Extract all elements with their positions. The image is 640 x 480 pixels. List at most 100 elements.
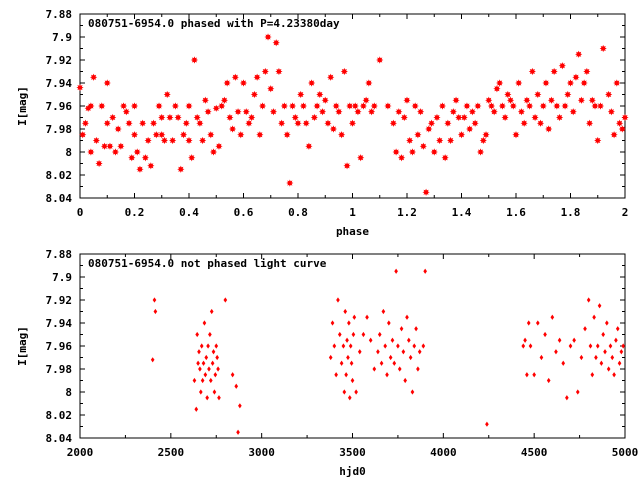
data-point: [328, 354, 333, 361]
y-tick-label: 8.02: [46, 409, 73, 422]
x-tick-label: 0.6: [234, 206, 254, 219]
y-tick-label: 7.96: [46, 100, 73, 113]
data-point: [387, 320, 391, 326]
data-point: [485, 421, 489, 427]
data-point: [211, 349, 216, 355]
y-axis-label: I[mag]: [16, 86, 29, 126]
data-point: [351, 331, 356, 338]
data-point: [588, 96, 596, 104]
data-point: [550, 314, 555, 320]
y-tick-label: 8: [65, 146, 72, 159]
data-point: [401, 349, 406, 355]
data-point: [566, 79, 575, 87]
data-point: [561, 102, 569, 110]
data-point: [286, 179, 294, 187]
data-point: [130, 102, 139, 110]
y-tick-label: 7.9: [52, 271, 72, 284]
data-point: [250, 90, 258, 99]
data-point: [185, 136, 193, 145]
y-tick-label: 7.94: [46, 317, 73, 330]
data-point: [158, 113, 166, 122]
data-point: [400, 113, 408, 122]
data-point: [160, 136, 169, 145]
data-point: [433, 113, 441, 122]
data-point: [205, 395, 209, 401]
data-point: [352, 314, 357, 320]
data-point: [372, 366, 377, 372]
x-tick-label: 1.8: [561, 206, 581, 219]
data-point: [553, 102, 561, 110]
data-point: [603, 349, 607, 355]
data-point: [245, 119, 253, 127]
data-point: [136, 165, 144, 173]
data-point: [275, 67, 283, 76]
data-point: [291, 113, 299, 122]
data-point: [588, 343, 593, 349]
data-point: [359, 102, 367, 110]
data-point: [460, 113, 468, 122]
data-point: [610, 354, 615, 361]
data-point: [417, 349, 422, 355]
data-point: [354, 389, 358, 395]
data-point: [596, 102, 605, 110]
data-point: [117, 142, 125, 150]
data-point: [288, 102, 297, 110]
data-point: [381, 308, 386, 315]
data-point: [580, 79, 588, 87]
data-point: [347, 395, 352, 401]
data-point: [394, 268, 398, 274]
data-point: [261, 67, 269, 76]
data-point: [111, 148, 120, 156]
data-point: [591, 102, 599, 110]
data-point: [597, 303, 602, 309]
data-point: [452, 96, 460, 104]
data-point: [526, 320, 531, 326]
data-point: [343, 162, 351, 170]
data-point: [220, 96, 229, 104]
data-point: [607, 108, 615, 116]
data-point: [539, 354, 544, 361]
data-point: [310, 113, 318, 122]
data-point: [196, 360, 200, 366]
data-point: [215, 354, 219, 361]
data-point: [216, 366, 220, 372]
data-point: [299, 102, 308, 110]
data-point: [283, 131, 291, 139]
data-point: [272, 39, 280, 47]
data-point: [397, 366, 402, 372]
data-point: [318, 108, 327, 116]
data-point: [485, 96, 493, 104]
data-point: [610, 131, 618, 139]
data-point: [217, 395, 221, 401]
data-point: [357, 154, 365, 162]
data-point: [463, 102, 471, 110]
data-point: [601, 331, 606, 338]
data-point: [344, 372, 348, 378]
data-point: [572, 73, 580, 81]
data-point: [197, 349, 201, 355]
x-tick-label: 2500: [158, 446, 185, 459]
data-point: [444, 119, 452, 127]
data-point: [321, 96, 329, 104]
data-point: [87, 148, 95, 156]
data-point: [532, 372, 536, 378]
data-point: [152, 297, 157, 303]
data-point: [376, 56, 384, 64]
data-point: [207, 131, 215, 139]
data-points: [150, 268, 626, 435]
data-point: [575, 50, 583, 58]
data-point: [198, 389, 203, 395]
data-point: [242, 108, 250, 116]
data-point: [100, 142, 109, 150]
data-point: [234, 383, 239, 389]
data-point: [430, 148, 438, 156]
data-point: [209, 308, 214, 315]
data-point: [539, 102, 547, 110]
y-tick-label: 7.92: [46, 54, 73, 67]
data-point: [471, 119, 479, 127]
data-point: [388, 354, 393, 361]
y-axis-label: I[mag]: [16, 326, 29, 366]
x-tick-label: 4500: [521, 446, 548, 459]
data-point: [590, 372, 595, 378]
data-point: [592, 314, 596, 320]
